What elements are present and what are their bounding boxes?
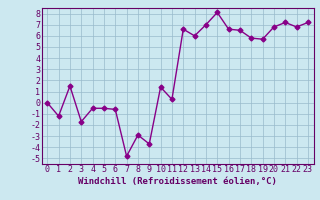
X-axis label: Windchill (Refroidissement éolien,°C): Windchill (Refroidissement éolien,°C) [78,177,277,186]
